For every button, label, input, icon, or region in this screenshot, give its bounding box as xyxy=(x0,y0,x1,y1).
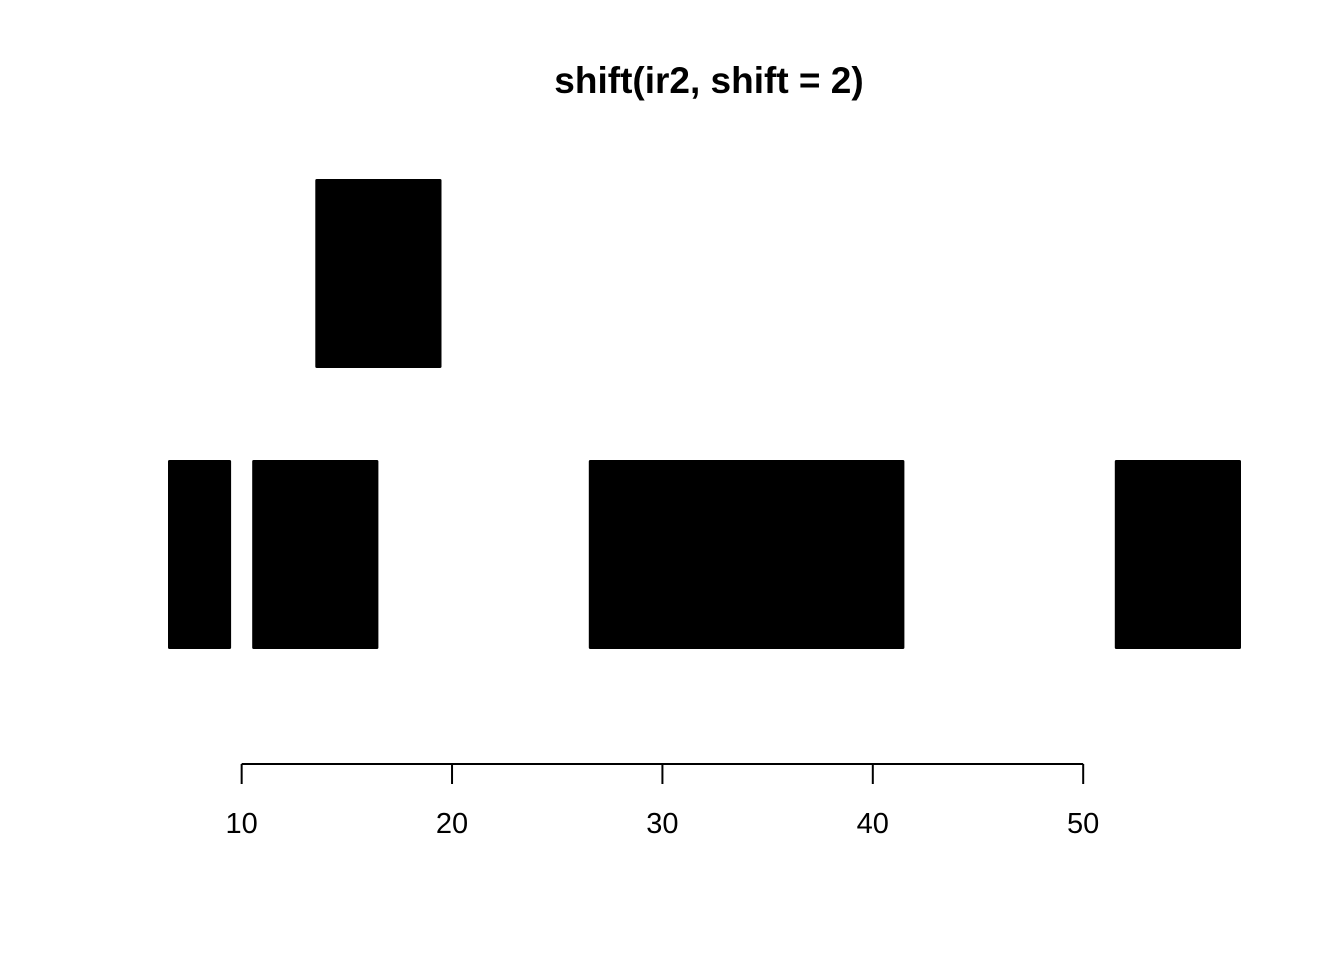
range-bar-1 xyxy=(168,460,232,649)
x-tick-label-20: 20 xyxy=(436,808,468,840)
range-bar-2 xyxy=(252,460,379,649)
x-tick-label-40: 40 xyxy=(857,808,889,840)
range-bar-5 xyxy=(1114,460,1241,649)
x-tick-label-50: 50 xyxy=(1067,808,1099,840)
range-bar-4 xyxy=(588,460,905,649)
x-tick-label-30: 30 xyxy=(646,808,678,840)
chart-title: shift(ir2, shift = 2) xyxy=(554,60,863,101)
range-bars xyxy=(168,179,1241,649)
range-bar-3 xyxy=(315,179,442,368)
x-axis: 10 20 30 40 50 xyxy=(226,763,1099,840)
x-tick-label-10: 10 xyxy=(226,808,258,840)
